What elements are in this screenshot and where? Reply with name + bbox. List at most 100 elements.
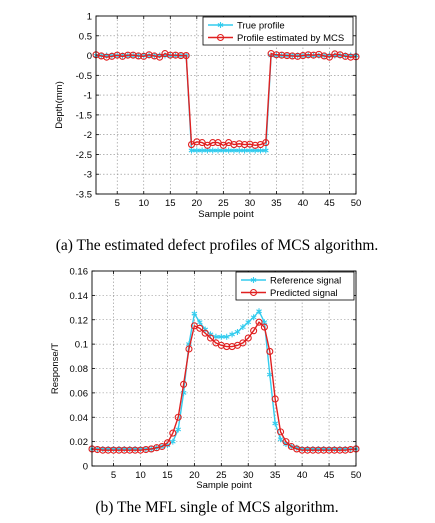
data-point [172, 51, 180, 59]
x-tick-label: 35 [271, 198, 282, 209]
data-point [278, 51, 286, 59]
data-point [185, 345, 193, 353]
y-tick-label: 0.14 [70, 291, 89, 302]
data-point [262, 147, 269, 154]
data-point [218, 333, 225, 340]
data-point [186, 341, 192, 348]
y-tick-label: -3.5 [76, 190, 92, 201]
x-tick-label: 50 [351, 470, 362, 481]
data-point [196, 319, 203, 326]
plot-area [96, 16, 356, 194]
data-point [229, 331, 235, 338]
y-tick-label: -2 [84, 130, 92, 141]
data-point [99, 445, 106, 452]
data-point [272, 420, 279, 427]
x-tick-label: 15 [162, 470, 173, 481]
data-point [336, 446, 344, 454]
x-tick-label: 30 [245, 198, 256, 209]
data-point [288, 52, 296, 60]
data-point [220, 147, 227, 154]
data-point [164, 442, 171, 449]
data-point [191, 310, 198, 317]
y-tick-label: -2.5 [76, 150, 92, 161]
data-point [188, 147, 195, 154]
x-tick-label: 25 [218, 198, 229, 209]
data-point [129, 51, 137, 59]
y-tick-label: 0.16 [70, 267, 89, 278]
data-point [142, 445, 150, 454]
x-tick-label: 20 [189, 470, 200, 481]
data-point [255, 318, 263, 326]
x-axis-label: Sample point [196, 480, 252, 491]
x-tick-label: 5 [115, 198, 120, 209]
y-tick-label: -1.5 [76, 110, 92, 121]
y-tick-label: 0 [83, 462, 88, 473]
legend-marker [250, 277, 257, 283]
data-point [241, 147, 248, 154]
data-point [314, 446, 322, 454]
data-point [293, 444, 300, 451]
data-point [342, 52, 349, 59]
y-tick-label: 0.04 [70, 413, 89, 424]
data-point [250, 314, 257, 321]
data-point [245, 319, 252, 326]
figure-caption: (b) The MFL single of MCS algorithm. [95, 499, 338, 516]
plot-area [92, 271, 356, 466]
data-point [169, 429, 177, 437]
series-estimated [92, 50, 360, 149]
x-tick-label: 30 [243, 470, 254, 481]
data-point [283, 441, 289, 448]
y-tick-label: -3 [84, 170, 92, 181]
data-point [180, 380, 188, 388]
y-tick-label: 0.08 [70, 364, 89, 375]
data-point [331, 445, 338, 452]
data-point [299, 52, 307, 60]
data-point [251, 141, 259, 149]
data-point [256, 308, 262, 315]
data-point [294, 52, 301, 59]
data-point [214, 139, 222, 147]
data-point [103, 53, 111, 61]
data-point [193, 147, 200, 154]
data-point [347, 53, 355, 61]
legend-label: Reference signal [270, 275, 341, 286]
data-point [252, 147, 259, 154]
legend-box [202, 16, 354, 46]
data-point [262, 139, 270, 147]
y-tick-label: 0.06 [70, 388, 89, 399]
data-point [110, 445, 117, 452]
data-point [120, 446, 128, 454]
data-point [180, 389, 187, 396]
legend: True profile Profile estimated by MCS [202, 16, 354, 46]
data-point [325, 446, 333, 454]
data-point [175, 426, 182, 433]
data-point [326, 52, 333, 59]
data-point [182, 52, 190, 60]
data-point [271, 395, 279, 403]
x-tick-label: 10 [138, 198, 149, 209]
x-tick-label: 40 [297, 470, 308, 481]
legend-label: Predicted signal [270, 288, 338, 299]
data-point [104, 446, 112, 454]
x-tick-label: 10 [135, 470, 146, 481]
grid [96, 16, 356, 194]
y-tick-label: -0.5 [76, 71, 92, 82]
x-tick-label: 45 [324, 470, 335, 481]
data-point [282, 438, 290, 446]
data-point [119, 52, 126, 59]
data-point [266, 371, 273, 378]
axes-frame [95, 15, 357, 195]
data-point [244, 334, 252, 342]
chart-b: 5 10 15 20 25 30 35 40 45 50 0 0.02 0.04 0.06 0.08 0.1 0… [50, 267, 361, 517]
data-point [331, 50, 339, 58]
data-point [294, 52, 302, 60]
data-point [272, 51, 280, 59]
data-point [337, 52, 343, 59]
data-point [207, 331, 214, 338]
data-point [163, 439, 171, 447]
data-point [132, 445, 138, 452]
data-point [204, 147, 211, 154]
data-point [320, 446, 328, 454]
data-point [325, 53, 334, 61]
